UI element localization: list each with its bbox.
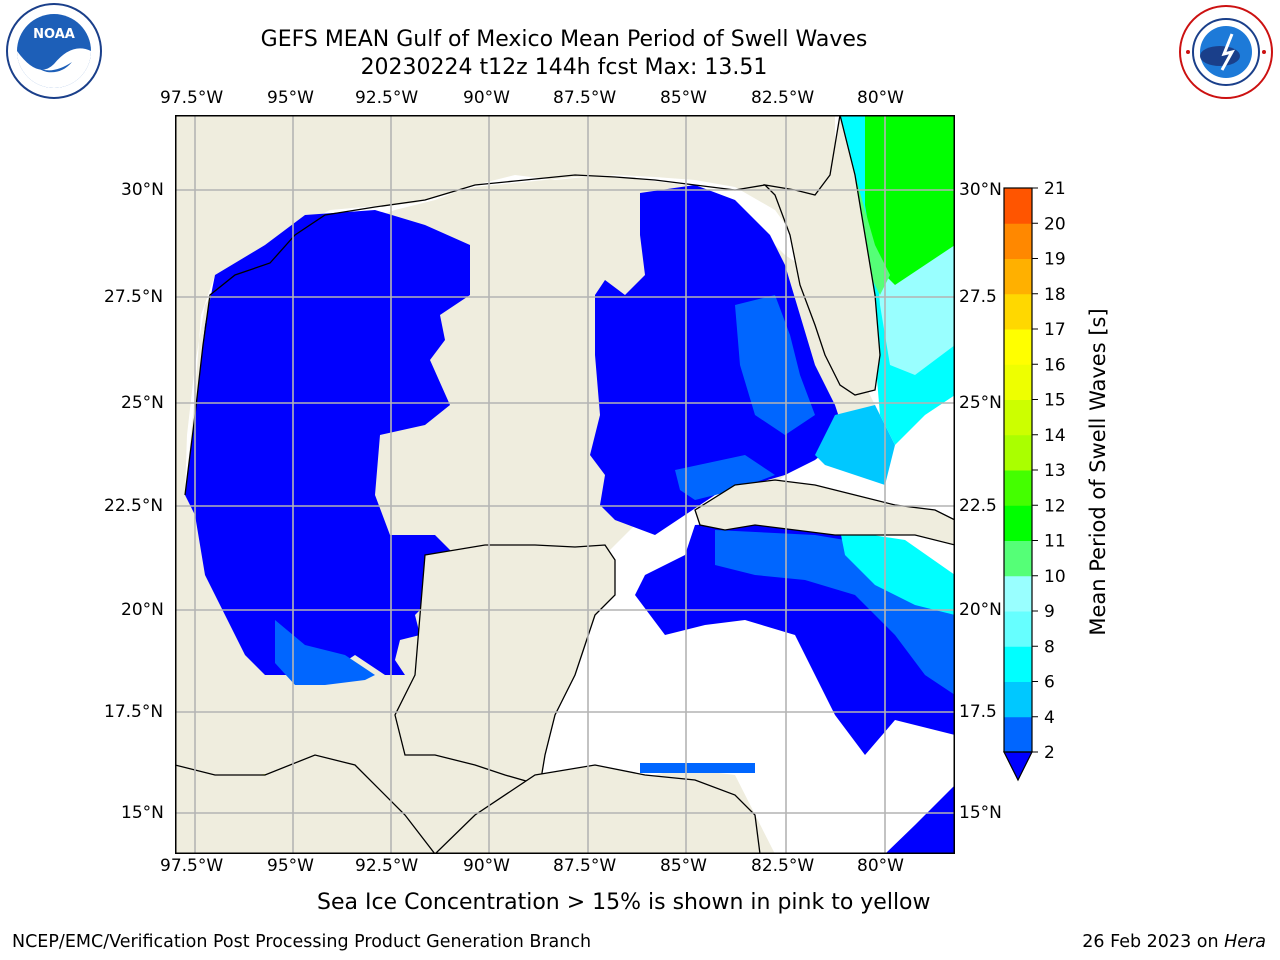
colorbar-band <box>1004 716 1032 753</box>
nws-logo <box>1179 5 1273 99</box>
bottom-lon-label: 85°W <box>660 856 707 876</box>
land-cuba <box>694 479 955 546</box>
footer-date-text: 26 Feb 2023 on <box>1082 932 1225 952</box>
land-central-america <box>175 754 436 854</box>
left-lat-label: 17.5°N <box>104 702 164 722</box>
top-lon-label: 95°W <box>267 88 314 108</box>
colorbar-tick-label: 6 <box>1044 673 1055 693</box>
footer-date: 26 Feb 2023 on Hera <box>1082 932 1266 952</box>
colorbar-band <box>1004 681 1032 718</box>
colorbar-tick-label: 11 <box>1044 532 1066 552</box>
colorbar-tick-label: 17 <box>1044 320 1066 340</box>
colorbar-tick-label: 14 <box>1044 426 1066 446</box>
top-lon-label: 85°W <box>660 88 707 108</box>
bottom-lon-label: 87.5°W <box>553 856 617 876</box>
colorbar-tick-label: 12 <box>1044 496 1066 516</box>
left-lat-label: 30°N <box>121 180 164 200</box>
colorbar-tick-label: 8 <box>1044 637 1055 657</box>
colorbar-label: Mean Period of Swell Waves [s] <box>1086 308 1110 636</box>
colorbar-band <box>1004 399 1032 436</box>
top-lon-label: 97.5°W <box>160 88 224 108</box>
right-lat-label: 17.5 <box>959 702 997 722</box>
colorbar-band <box>1004 223 1032 259</box>
swell-east-blue <box>590 185 845 535</box>
colorbar-tick-label: 2 <box>1044 743 1055 763</box>
right-lat-label: 20°N <box>959 600 1002 620</box>
land-florida <box>763 115 955 396</box>
footer-host: Hera <box>1224 932 1266 952</box>
noaa-logo: NOAA <box>6 3 102 99</box>
colorbar-bands <box>1004 188 1032 753</box>
swell-east-light <box>735 295 815 435</box>
swell-fl-strait <box>815 405 895 485</box>
colorbar-tick-label: 16 <box>1044 355 1066 375</box>
top-lon-label: 80°W <box>857 88 904 108</box>
colorbar-band <box>1004 434 1032 471</box>
right-lat-label: 27.5 <box>959 287 997 307</box>
colorbar-band <box>1004 540 1032 577</box>
colorbar-tick-label: 9 <box>1044 602 1055 622</box>
right-lat-label: 30°N <box>959 180 1002 200</box>
noaa-logo-text: NOAA <box>33 27 75 42</box>
colorbar-band <box>1004 611 1032 647</box>
right-lat-label: 15°N <box>959 803 1002 823</box>
swell-west-light <box>275 620 375 685</box>
colorbar-under-arrow <box>1003 751 1033 782</box>
colorbar-band <box>1004 293 1032 330</box>
swell-carib-cyan <box>840 530 955 615</box>
colorbar-tick-label: 13 <box>1044 461 1066 481</box>
swell-west-blue <box>185 210 475 675</box>
bottom-lon-label: 80°W <box>857 856 904 876</box>
colorbar-band <box>1004 258 1032 295</box>
land-yucatan <box>394 544 616 786</box>
colorbar-band <box>1004 329 1032 365</box>
colorbar-band <box>1004 470 1032 506</box>
right-lat-label: 25°N <box>959 393 1002 413</box>
colorbar-tick-label: 19 <box>1044 250 1066 270</box>
swell-atlantic-green <box>865 115 955 285</box>
map-panel <box>175 115 955 854</box>
map-title: GEFS MEAN Gulf of Mexico Mean Period of … <box>260 27 868 52</box>
top-lon-label: 82.5°W <box>751 88 815 108</box>
graticule <box>175 115 955 854</box>
bottom-lon-label: 90°W <box>463 856 510 876</box>
top-lon-label: 92.5°W <box>355 88 419 108</box>
right-lat-label: 22.5 <box>959 496 997 516</box>
caption: Sea Ice Concentration > 15% is shown in … <box>317 890 931 915</box>
colorbar-tick-label: 15 <box>1044 391 1066 411</box>
colorbar-band <box>1004 188 1032 224</box>
left-lat-label: 27.5°N <box>104 287 164 307</box>
top-lon-label: 90°W <box>463 88 510 108</box>
colorbar-band <box>1004 646 1032 682</box>
top-lon-label: 87.5°W <box>553 88 617 108</box>
swell-east-band <box>675 455 775 500</box>
map-frame <box>175 115 955 854</box>
bottom-lon-label: 92.5°W <box>355 856 419 876</box>
bottom-lon-label: 95°W <box>267 856 314 876</box>
land-honduras <box>434 764 761 854</box>
left-lat-label: 25°N <box>121 393 164 413</box>
colorbar-band <box>1004 505 1032 541</box>
left-lat-label: 15°N <box>121 803 164 823</box>
colorbar-ticks: 2 4 6 8 9 10 11 12 13 14 15 16 17 18 19 20 21 <box>1032 180 1066 763</box>
left-lat-label: 22.5°N <box>104 496 164 516</box>
swell-honduras <box>640 763 755 773</box>
bottom-lon-label: 82.5°W <box>751 856 815 876</box>
footer-credit: NCEP/EMC/Verification Post Processing Pr… <box>12 932 592 952</box>
colorbar-band <box>1004 575 1032 612</box>
swell-se-corner <box>885 785 955 854</box>
colorbar: 2 4 6 8 9 10 11 12 13 14 15 16 17 18 19 20 21 <box>1003 180 1066 782</box>
bottom-lon-label: 97.5°W <box>160 856 224 876</box>
map-subtitle: 20230224 t12z 144h fcst Max: 13.51 <box>360 55 768 80</box>
colorbar-tick-label: 21 <box>1044 180 1066 199</box>
colorbar-tick-label: 10 <box>1044 567 1066 587</box>
colorbar-tick-label: 20 <box>1044 214 1066 234</box>
colorbar-band <box>1004 364 1032 400</box>
coastline-gulf <box>184 174 766 496</box>
left-lat-label: 20°N <box>121 600 164 620</box>
colorbar-tick-label: 18 <box>1044 285 1066 305</box>
colorbar-tick-label: 4 <box>1044 708 1055 728</box>
